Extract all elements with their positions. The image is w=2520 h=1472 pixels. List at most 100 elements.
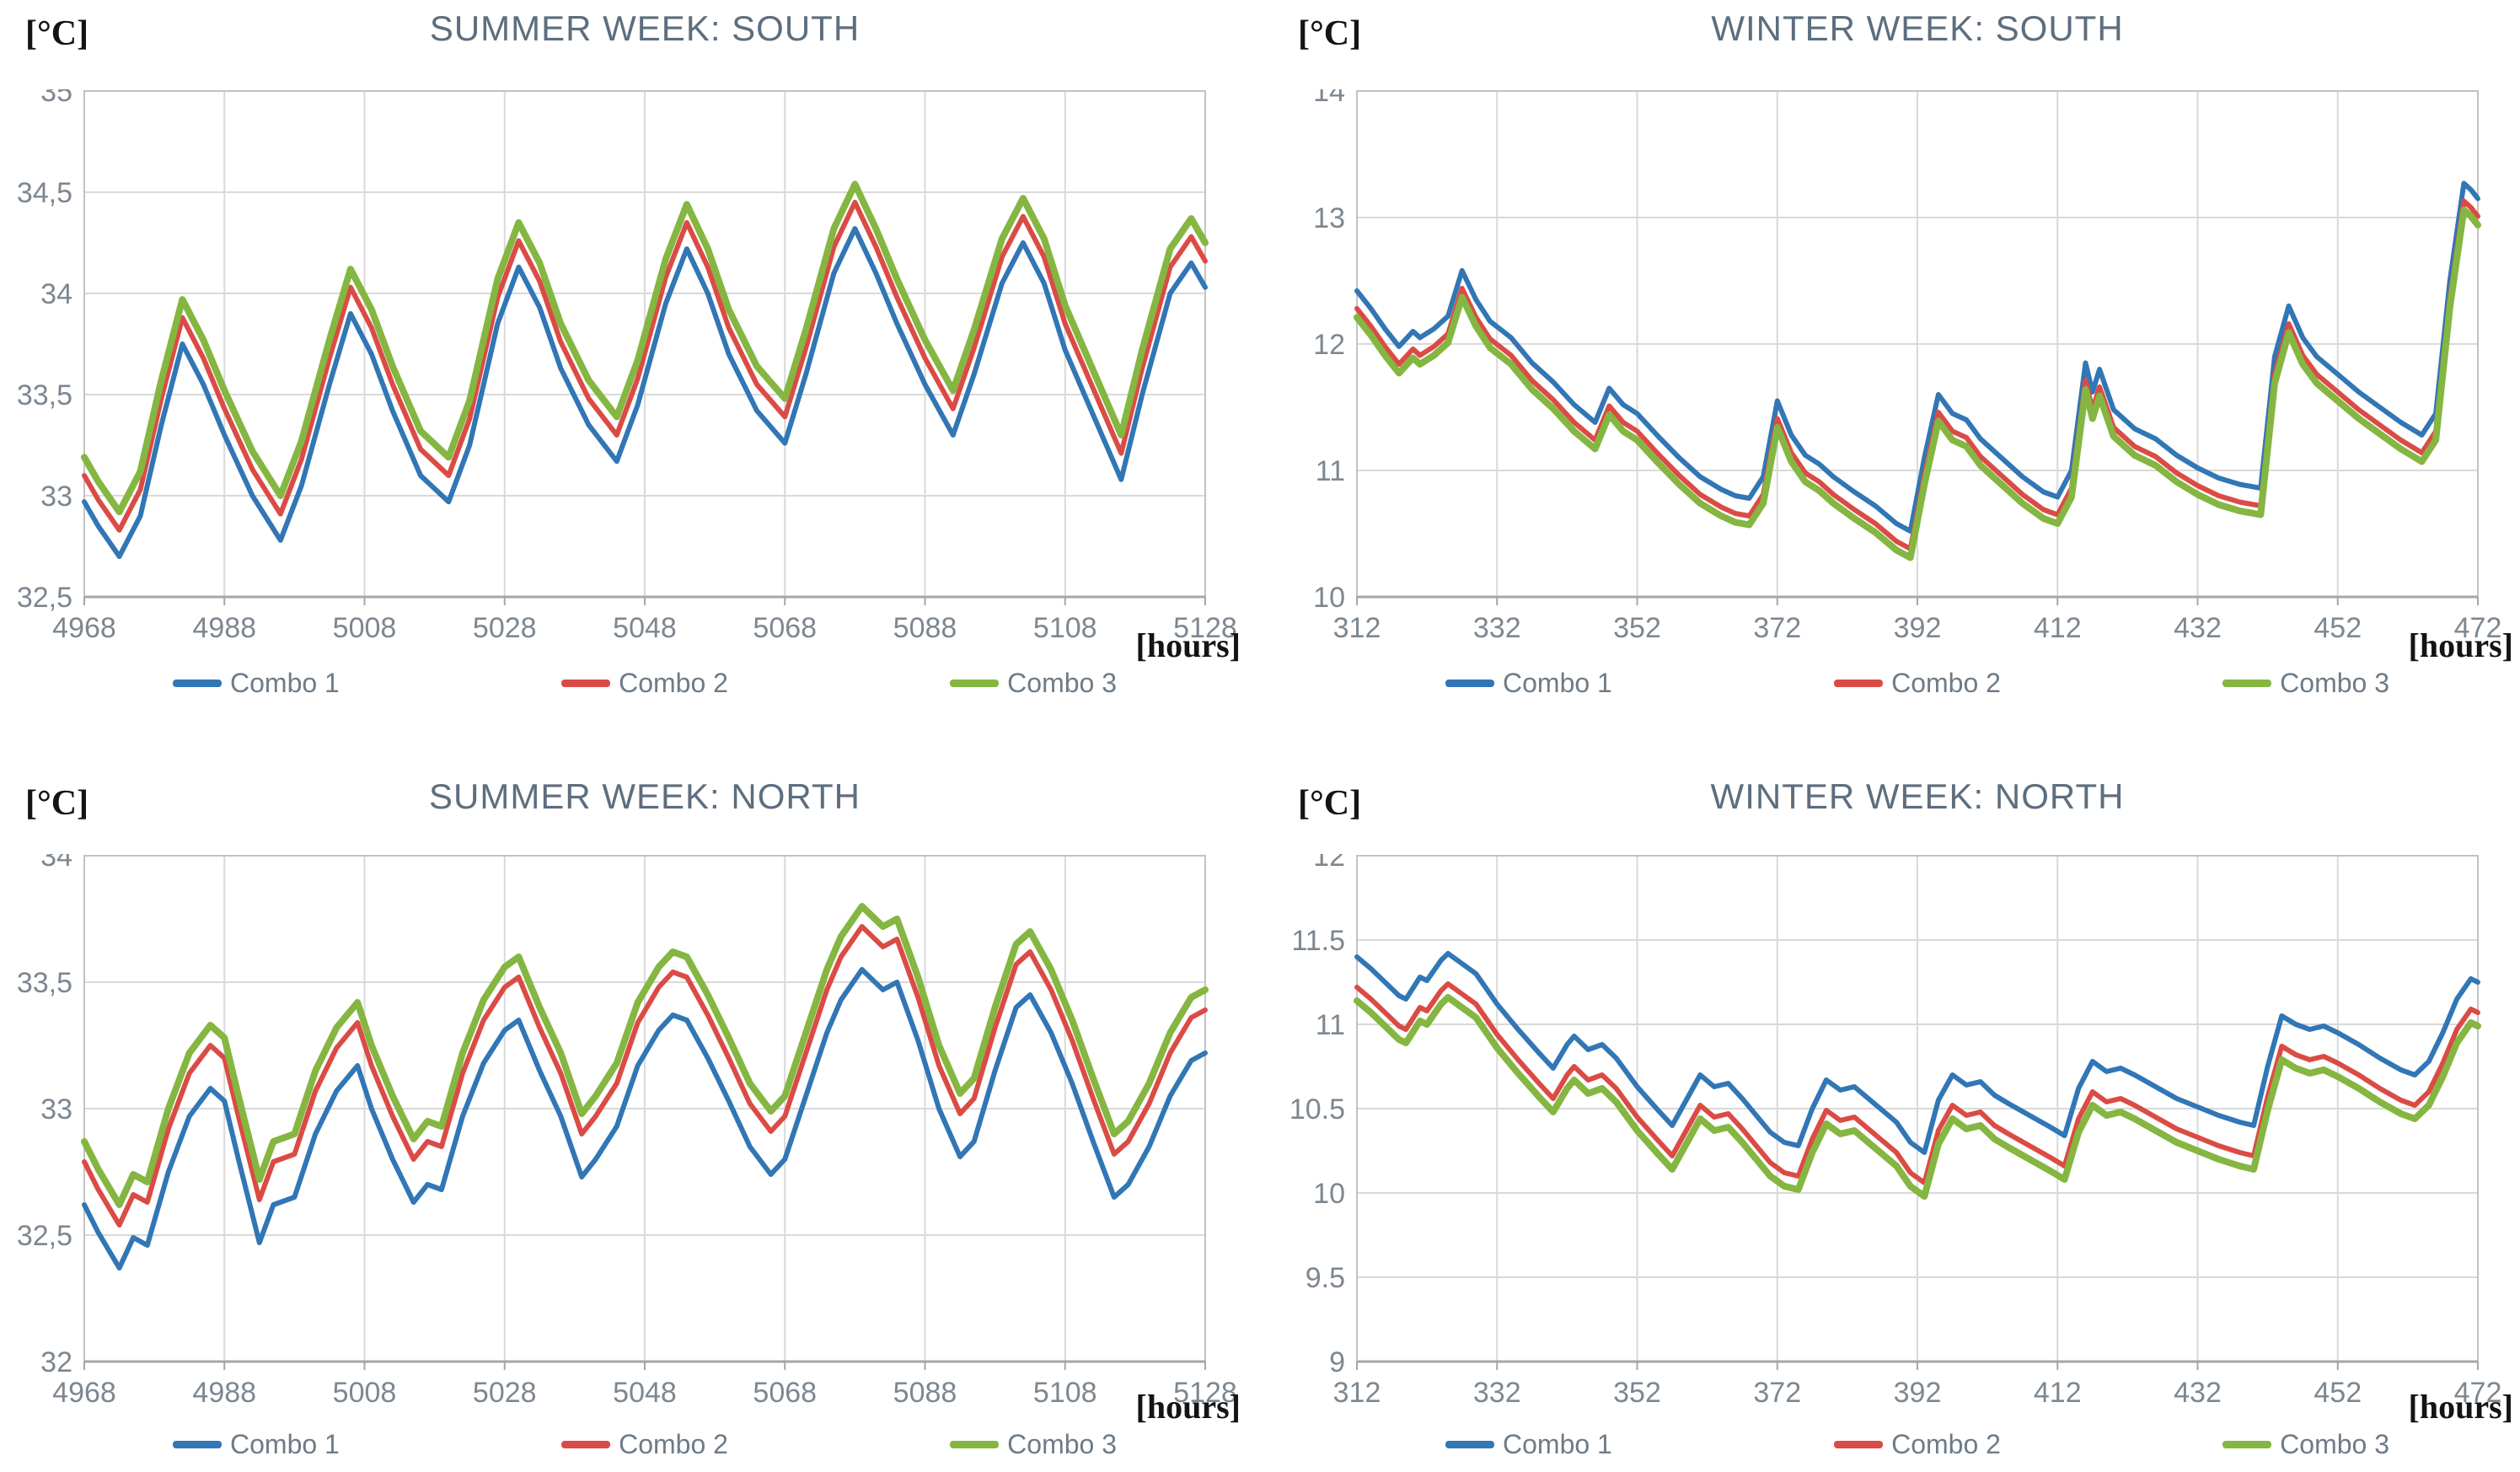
y-tick-label: 34	[40, 278, 72, 310]
chart-panel-winter-south: [°C] WINTER WEEK: SOUTH 312 332 352 372 392 4…	[1273, 0, 2520, 736]
x-tick-label: 5088	[893, 612, 957, 644]
chart-panel-winter-north: [°C] WINTER WEEK: NORTH 312 332 352 372 392 4…	[1273, 736, 2520, 1472]
y-axis-unit-label: [°C]	[25, 14, 89, 53]
y-axis-unit-label: [°C]	[1298, 784, 1362, 823]
x-tick-label: 4968	[52, 1377, 116, 1409]
y-tick-label: 35	[40, 89, 72, 108]
x-tick-label: 412	[2034, 612, 2082, 644]
legend-label: Combo 2	[1891, 1429, 2001, 1459]
legend-label: Combo 3	[2280, 668, 2389, 698]
legend-item-combo1: Combo 1	[173, 668, 340, 699]
y-tick-label: 11.5	[1291, 925, 1345, 957]
y-tick-label: 14	[1313, 89, 1345, 108]
y-tick-label: 33	[40, 481, 72, 513]
y-tick-label: 10	[1313, 582, 1345, 614]
x-axis-unit-label: [hours]	[2408, 626, 2513, 664]
combo3-line-swatch	[2222, 1441, 2272, 1448]
legend-label: Combo 1	[1503, 1429, 1612, 1459]
legend-label: Combo 1	[230, 668, 340, 698]
y-tick-label: 32	[40, 1346, 72, 1378]
x-tick-label: 5028	[473, 1377, 537, 1409]
x-tick-label: 372	[1753, 1377, 1801, 1409]
series-line-combo1	[1354, 951, 2480, 1155]
x-tick-label: 5048	[613, 1377, 677, 1409]
combo3-line-swatch	[2222, 680, 2272, 687]
y-axis-unit-label: [°C]	[1298, 14, 1362, 53]
chart-panel-summer-north: [°C] SUMMER WEEK: NORTH 4968 4988 5008 5028…	[0, 736, 1247, 1472]
y-tick-label: 10.5	[1289, 1093, 1345, 1125]
x-axis-unit-label: [hours]	[1135, 626, 1241, 664]
x-axis-unit-label: [hours]	[1135, 1388, 1241, 1426]
x-tick-label: 412	[2034, 1377, 2082, 1409]
y-axis-unit-label: [°C]	[25, 784, 89, 823]
x-tick-label: 4968	[52, 612, 116, 644]
legend: Combo 1 Combo 2 Combo 3	[173, 1429, 1117, 1460]
x-tick-label: 5128	[1173, 1377, 1237, 1409]
combo2-line-swatch	[1834, 1441, 1884, 1448]
series-line-combo3	[1354, 207, 2481, 561]
x-tick-label: 432	[2174, 612, 2222, 644]
chart-plot: 4968 4988 5008 5028 5048 5068 5088 5108 5128 35 34…	[17, 89, 1237, 644]
x-tick-label: 452	[2314, 612, 2362, 644]
combo2-line-swatch	[561, 1441, 611, 1448]
legend-item-combo2: Combo 2	[561, 1429, 728, 1460]
y-tick-label: 12	[1313, 854, 1345, 873]
x-tick-label: 5008	[333, 1377, 397, 1409]
x-axis-unit-label: [hours]	[2408, 1388, 2513, 1426]
legend-label: Combo 3	[2280, 1429, 2389, 1459]
combo3-line-swatch	[950, 1441, 1000, 1448]
x-tick-label: 5108	[1033, 612, 1097, 644]
series-line-combo2	[1354, 981, 2480, 1185]
y-tick-label: 13	[1313, 202, 1345, 234]
x-tick-label: 4988	[192, 1377, 256, 1409]
legend-label: Combo 2	[619, 1429, 728, 1459]
x-tick-label: 392	[1894, 612, 1942, 644]
combo1-line-swatch	[173, 1441, 222, 1448]
series-line-combo1	[82, 226, 1208, 559]
y-tick-label: 10	[1313, 1178, 1345, 1210]
legend-item-combo3: Combo 3	[2222, 668, 2389, 699]
y-tick-label: 32,5	[17, 1220, 72, 1252]
x-tick-label: 472	[2454, 1377, 2502, 1409]
chart-plot: 312 332 352 372 392 412 432 452 472 12 11.5 11 10.5 1…	[1289, 854, 2502, 1409]
series-line-combo3	[1354, 994, 2481, 1200]
y-tick-label: 34	[40, 854, 72, 873]
legend-item-combo3: Combo 3	[2222, 1429, 2389, 1460]
y-tick-label: 12	[1313, 329, 1345, 361]
series-line-combo2	[82, 924, 1208, 1228]
chart-title: SUMMER WEEK: NORTH	[429, 776, 861, 816]
x-tick-label: 312	[1333, 1377, 1381, 1409]
legend-item-combo2: Combo 2	[1834, 668, 2001, 699]
y-tick-label: 9.5	[1306, 1262, 1345, 1294]
legend: Combo 1 Combo 2 Combo 3	[1445, 668, 2389, 699]
x-tick-label: 332	[1473, 1377, 1521, 1409]
legend: Combo 1 Combo 2 Combo 3	[173, 668, 1117, 699]
x-tick-label: 5088	[893, 1377, 957, 1409]
legend-item-combo2: Combo 2	[561, 668, 728, 699]
chart-title: WINTER WEEK: SOUTH	[1711, 8, 2124, 48]
chart-panel-summer-south: [°C] SUMMER WEEK: SOUTH 4968 4988 5008 5028…	[0, 0, 1247, 736]
y-tick-label: 11	[1316, 1009, 1345, 1041]
x-tick-label: 5128	[1173, 612, 1237, 644]
y-tick-label: 33	[40, 1093, 72, 1125]
x-tick-label: 372	[1753, 612, 1801, 644]
x-tick-label: 5108	[1033, 1377, 1097, 1409]
legend-label: Combo 3	[1007, 668, 1117, 698]
legend-item-combo2: Combo 2	[1834, 1429, 2001, 1460]
legend-item-combo3: Combo 3	[950, 1429, 1117, 1460]
series-line-combo2	[82, 200, 1208, 533]
x-tick-label: 5068	[753, 612, 817, 644]
x-tick-label: 4988	[192, 612, 256, 644]
y-tick-label: 33,5	[17, 967, 72, 999]
x-tick-label: 5048	[613, 612, 677, 644]
x-tick-label: 472	[2454, 612, 2502, 644]
x-tick-label: 5008	[333, 612, 397, 644]
combo2-line-swatch	[561, 680, 611, 687]
combo1-line-swatch	[1445, 680, 1494, 687]
combo1-line-swatch	[1445, 1441, 1494, 1448]
y-tick-label: 33,5	[17, 379, 72, 411]
x-tick-label: 5028	[473, 612, 537, 644]
series-line-combo1	[82, 967, 1208, 1271]
y-tick-label: 32,5	[17, 582, 72, 614]
legend: Combo 1 Combo 2 Combo 3	[1445, 1429, 2389, 1460]
